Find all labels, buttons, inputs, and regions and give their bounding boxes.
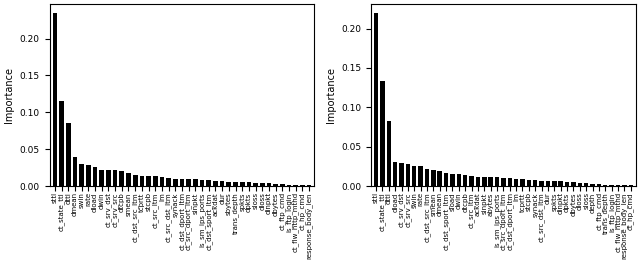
Bar xyxy=(514,179,518,186)
Bar xyxy=(596,184,601,186)
Bar xyxy=(482,177,486,186)
Bar xyxy=(159,177,164,186)
Bar xyxy=(533,180,538,186)
Bar xyxy=(207,180,211,186)
Bar xyxy=(293,185,298,186)
Bar xyxy=(565,182,570,186)
Bar xyxy=(609,185,614,186)
Bar xyxy=(166,178,171,186)
Bar xyxy=(469,176,474,186)
Bar xyxy=(520,179,525,186)
Bar xyxy=(488,178,493,186)
Bar xyxy=(52,13,57,186)
Bar xyxy=(387,121,391,186)
Bar xyxy=(173,179,178,186)
Bar xyxy=(552,181,557,186)
Bar xyxy=(260,183,264,186)
Bar xyxy=(153,176,157,186)
Bar xyxy=(406,164,410,186)
Bar xyxy=(419,166,423,186)
Bar xyxy=(106,170,111,186)
Bar xyxy=(628,185,633,186)
Bar xyxy=(233,183,238,186)
Bar xyxy=(273,184,278,186)
Bar xyxy=(431,170,436,186)
Bar xyxy=(425,169,429,186)
Bar xyxy=(476,177,480,186)
Bar xyxy=(227,182,231,186)
Bar xyxy=(438,171,442,186)
Bar xyxy=(73,156,77,186)
Y-axis label: Importance: Importance xyxy=(326,67,335,123)
Bar xyxy=(603,185,607,186)
Bar xyxy=(267,183,271,186)
Bar xyxy=(456,174,461,186)
Bar xyxy=(572,182,575,186)
Bar xyxy=(412,166,417,186)
Bar xyxy=(246,183,252,186)
Bar xyxy=(590,184,595,186)
Bar xyxy=(393,163,397,186)
Bar xyxy=(66,123,70,186)
Bar xyxy=(280,184,285,186)
Bar xyxy=(93,167,97,186)
Bar xyxy=(300,185,305,186)
Bar xyxy=(120,171,124,186)
Bar xyxy=(146,176,151,186)
Bar xyxy=(113,170,118,186)
Bar xyxy=(450,174,454,186)
Bar xyxy=(126,173,131,186)
Bar xyxy=(240,183,244,186)
Bar xyxy=(380,81,385,186)
Bar xyxy=(374,13,378,186)
Bar xyxy=(540,181,544,186)
Bar xyxy=(140,176,144,186)
Bar xyxy=(193,179,198,186)
Bar xyxy=(307,185,312,186)
Bar xyxy=(463,175,467,186)
Bar xyxy=(501,178,506,186)
Bar xyxy=(577,183,582,186)
Bar xyxy=(444,173,448,186)
Bar xyxy=(495,178,499,186)
Bar xyxy=(86,165,91,186)
Bar xyxy=(546,181,550,186)
Bar xyxy=(186,179,191,186)
Bar xyxy=(616,185,620,186)
Y-axis label: Importance: Importance xyxy=(4,67,14,123)
Bar xyxy=(622,185,627,186)
Bar xyxy=(253,183,258,186)
Bar xyxy=(200,180,204,186)
Bar xyxy=(287,185,291,186)
Bar xyxy=(399,163,404,186)
Bar xyxy=(213,181,218,186)
Bar xyxy=(584,183,588,186)
Bar xyxy=(559,181,563,186)
Bar xyxy=(527,180,531,186)
Bar xyxy=(180,179,184,186)
Bar xyxy=(508,178,512,186)
Bar xyxy=(220,181,225,186)
Bar xyxy=(133,175,138,186)
Bar xyxy=(99,170,104,186)
Bar xyxy=(79,164,84,186)
Bar xyxy=(60,101,64,186)
